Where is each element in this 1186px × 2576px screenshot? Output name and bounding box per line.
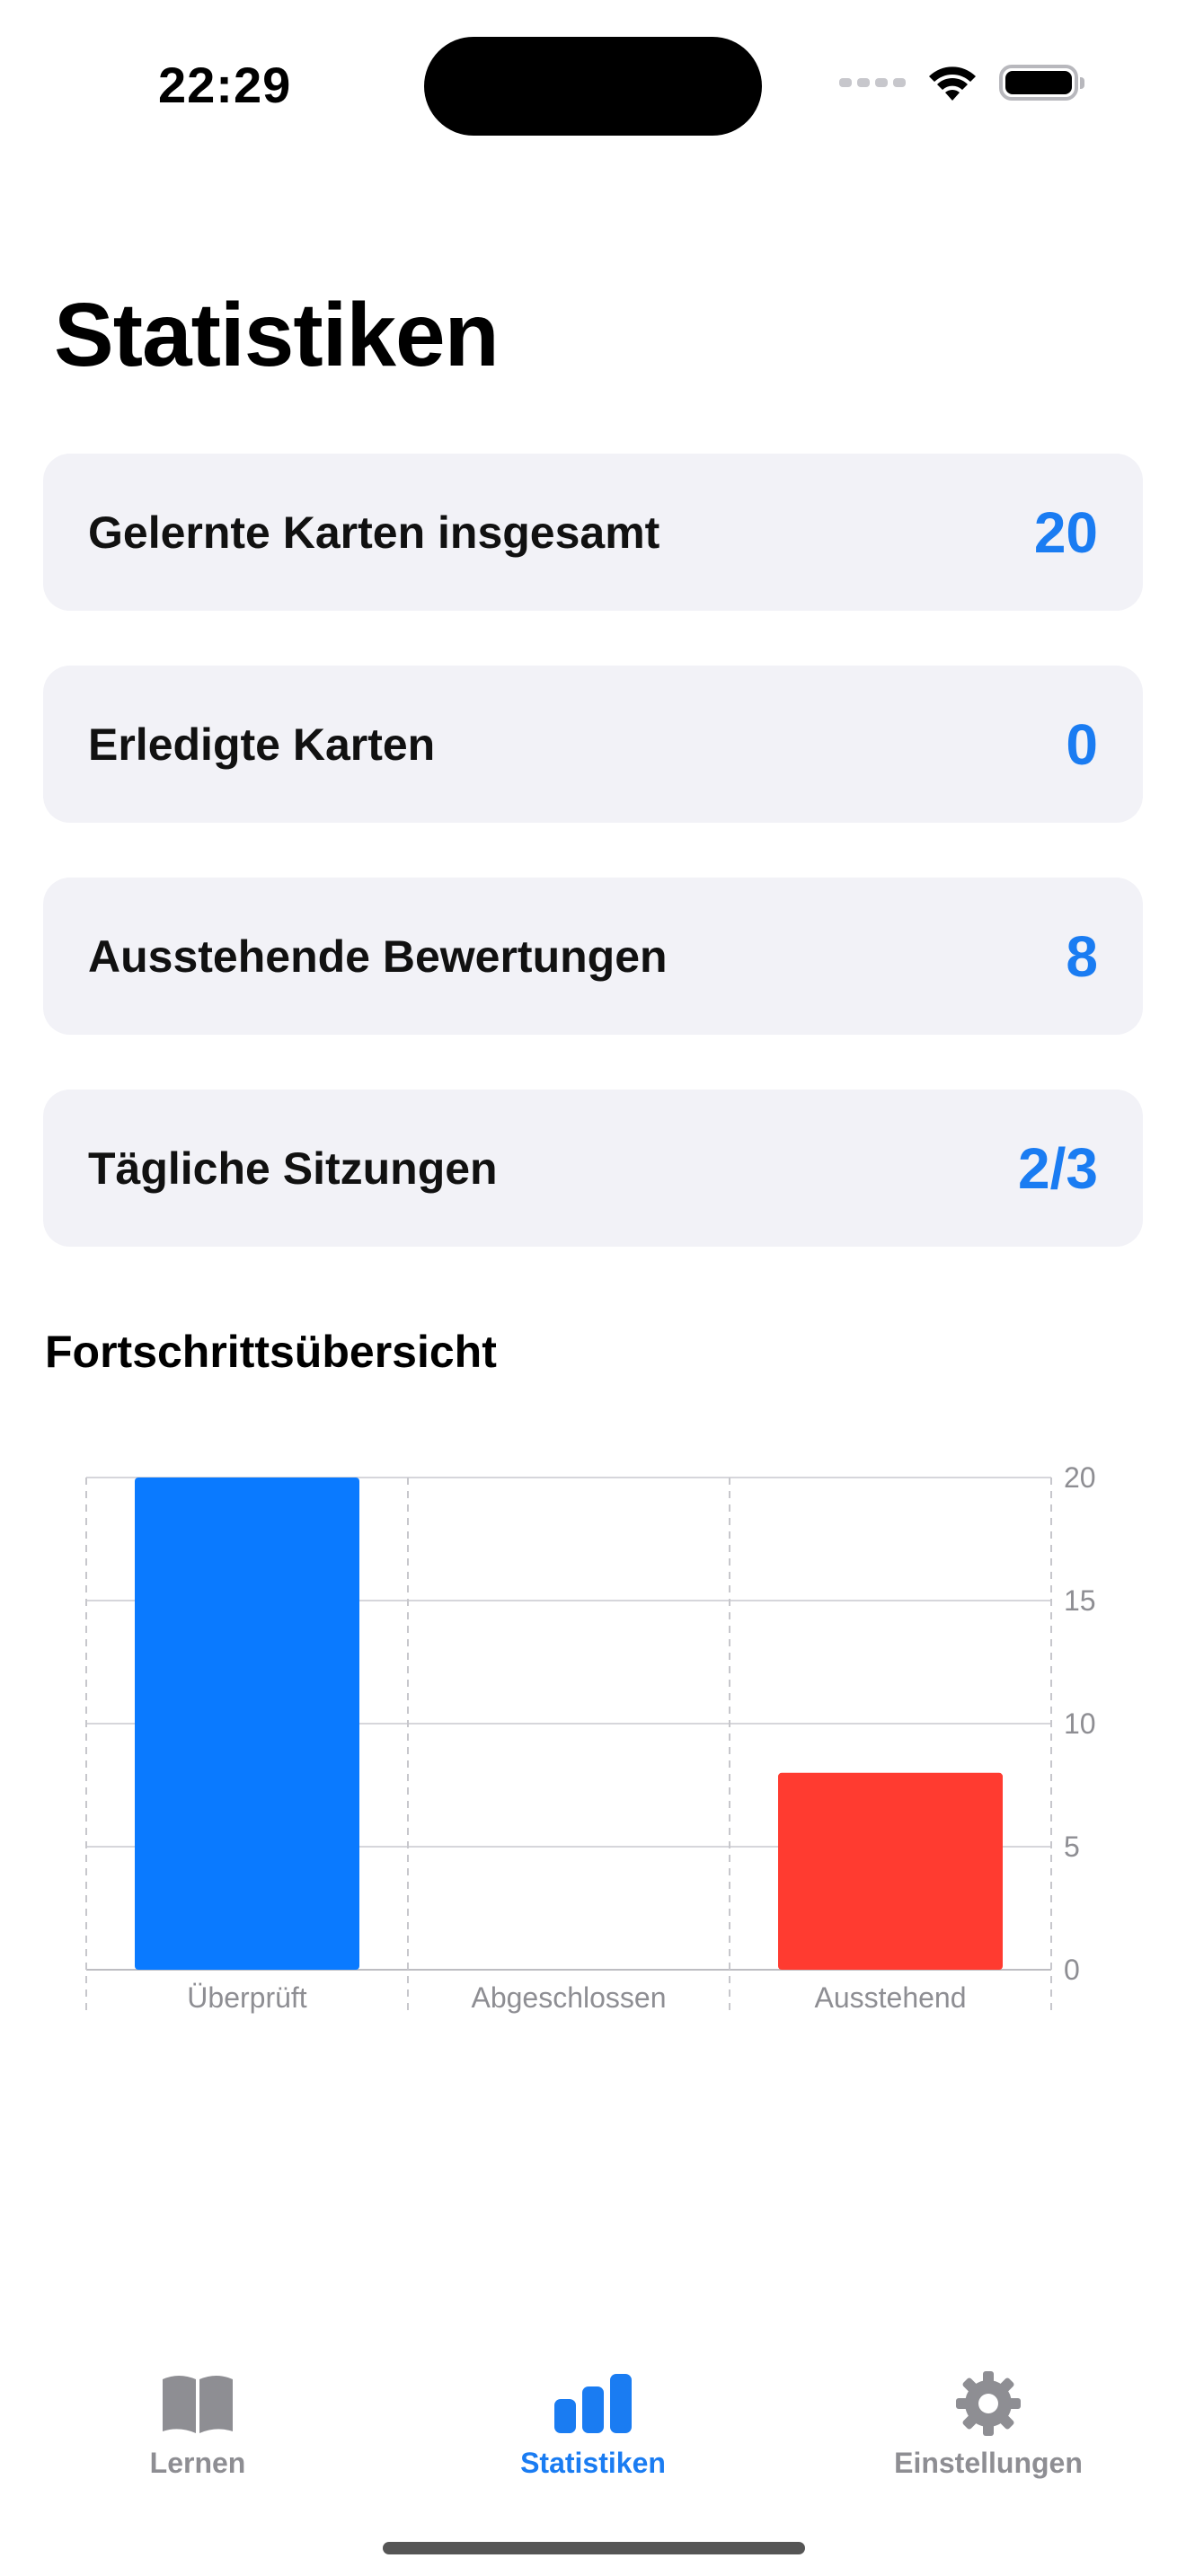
tab-label: Einstellungen — [894, 2447, 1083, 2479]
stat-value: 0 — [1066, 711, 1098, 777]
stat-card-total-learned: Gelernte Karten insgesamt 20 — [43, 454, 1143, 611]
stat-label: Ausstehende Bewertungen — [88, 931, 668, 982]
cellular-signal-icon — [839, 78, 906, 87]
tab-lernen[interactable]: Lernen — [63, 2368, 332, 2480]
stat-value: 2/3 — [1018, 1135, 1098, 1201]
chart-icon — [553, 2368, 633, 2439]
status-time: 22:29 — [158, 57, 292, 113]
book-icon — [157, 2368, 238, 2439]
stat-card-pending-reviews: Ausstehende Bewertungen 8 — [43, 878, 1143, 1035]
section-title: Fortschrittsübersicht — [45, 1327, 497, 1377]
stat-label: Gelernte Karten insgesamt — [88, 507, 660, 558]
stat-value: 20 — [1033, 499, 1098, 565]
stat-label: Tägliche Sitzungen — [88, 1142, 498, 1194]
wifi-icon — [929, 66, 976, 101]
gear-icon — [948, 2368, 1029, 2439]
stat-label: Erledigte Karten — [88, 719, 436, 770]
page-title: Statistiken — [54, 285, 500, 385]
home-indicator — [383, 2542, 805, 2554]
stat-card-daily-sessions: Tägliche Sitzungen 2/3 — [43, 1090, 1143, 1247]
bar-1 — [135, 1478, 359, 1970]
x-category-label: Ausstehend — [814, 1981, 966, 2014]
y-tick-label: 0 — [1064, 1954, 1080, 1986]
stat-value: 8 — [1066, 923, 1098, 989]
tab-label: Statistiken — [520, 2447, 666, 2479]
bar-3 — [778, 1772, 1003, 1970]
battery-icon — [999, 65, 1084, 101]
tab-label: Lernen — [149, 2447, 246, 2479]
y-tick-label: 5 — [1064, 1831, 1080, 1863]
progress-bar-chart: 0 5 10 15 20 Überprüft Abgeschlossen Ausstehend — [85, 1461, 1096, 2015]
stat-card-completed: Erledigte Karten 0 — [43, 666, 1143, 823]
tab-statistiken[interactable]: Statistiken — [458, 2368, 728, 2480]
y-tick-label: 20 — [1064, 1461, 1096, 1494]
tab-bar: Lernen Statistiken — [0, 2353, 1186, 2515]
x-category-label: Abgeschlossen — [471, 1981, 666, 2014]
y-tick-label: 10 — [1064, 1707, 1096, 1740]
tab-einstellungen[interactable]: Einstellungen — [854, 2368, 1123, 2480]
dynamic-island — [424, 37, 762, 136]
status-icons — [839, 63, 1084, 102]
y-tick-label: 15 — [1064, 1584, 1096, 1617]
x-category-label: Überprüft — [187, 1981, 307, 2014]
